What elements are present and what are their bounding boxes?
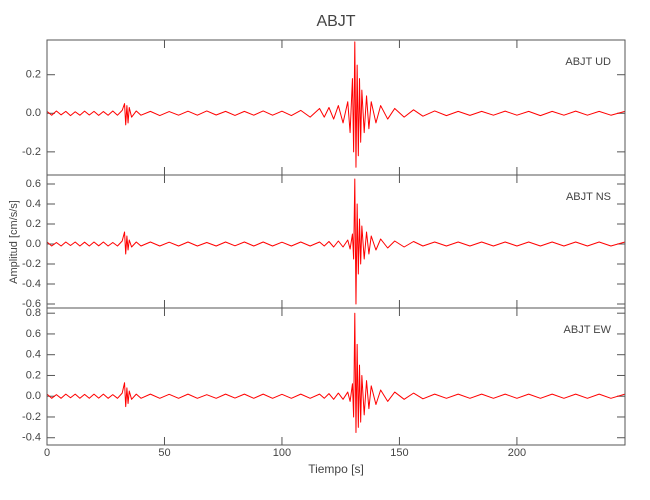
panel-frame xyxy=(46,174,626,309)
y-tick-label: 0.4 xyxy=(26,349,41,361)
y-tick-label: -0.4 xyxy=(22,278,41,290)
x-tick-label: 200 xyxy=(508,447,526,459)
x-tick-label: 0 xyxy=(44,447,50,459)
waveform xyxy=(47,178,625,305)
waveform xyxy=(47,41,625,168)
y-tick-label: -0.2 xyxy=(22,258,41,270)
waveform xyxy=(47,312,625,434)
y-tick-label: -0.6 xyxy=(22,298,41,310)
y-tick-label: -0.4 xyxy=(22,432,41,444)
x-tick-label: 150 xyxy=(390,447,408,459)
y-tick-label: 0.8 xyxy=(26,307,41,319)
y-tick-label: 0.0 xyxy=(26,390,41,402)
panel-label: ABJT NS xyxy=(566,191,611,203)
y-tick-label: 0.2 xyxy=(26,369,41,381)
panel-frame xyxy=(46,39,626,176)
y-tick-label: 0.4 xyxy=(26,198,41,210)
y-tick-label: -0.2 xyxy=(22,411,41,423)
y-tick-label: 0.0 xyxy=(26,238,41,250)
x-axis-label: Tiempo [s] xyxy=(308,462,364,476)
y-axis-label: Amplitud [cm/s/s] xyxy=(8,200,20,284)
y-tick-label: -0.2 xyxy=(22,146,41,158)
y-tick-label: 0.6 xyxy=(26,178,41,190)
panel-label: ABJT UD xyxy=(565,56,611,68)
panel-frame xyxy=(46,307,626,446)
y-tick-label: 0.0 xyxy=(26,107,41,119)
panel-label: ABJT EW xyxy=(564,324,612,336)
chart-title: ABJT xyxy=(316,13,355,30)
y-tick-label: 0.2 xyxy=(26,218,41,230)
x-tick-label: 100 xyxy=(273,447,291,459)
y-tick-label: 0.6 xyxy=(26,328,41,340)
x-tick-label: 50 xyxy=(158,447,170,459)
y-tick-label: 0.2 xyxy=(26,69,41,81)
